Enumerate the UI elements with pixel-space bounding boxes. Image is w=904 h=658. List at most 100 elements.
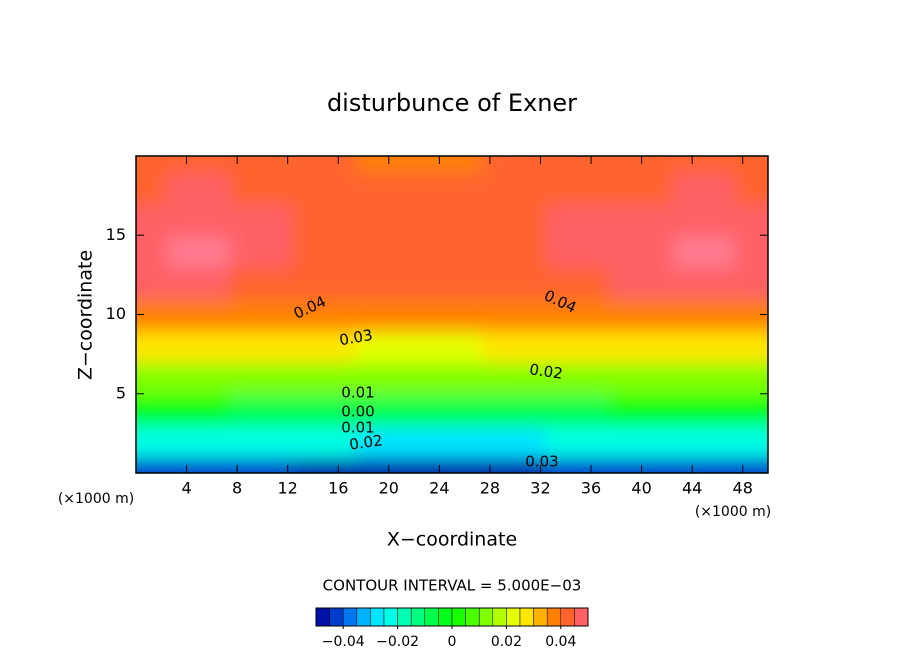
field-cell bbox=[609, 234, 675, 268]
field-cell bbox=[545, 170, 611, 205]
field-cell bbox=[419, 202, 485, 237]
field-cell bbox=[166, 392, 232, 427]
y-tick-label: 5 bbox=[116, 383, 126, 402]
field-cell bbox=[482, 392, 548, 427]
field-cell bbox=[166, 456, 232, 473]
chart-title: disturbunce of Exner bbox=[327, 89, 577, 117]
contour-label: 0.00 bbox=[341, 403, 374, 421]
field-cell bbox=[229, 361, 295, 395]
field-cell bbox=[166, 156, 232, 173]
field-cell bbox=[672, 424, 738, 459]
field-cell bbox=[735, 424, 768, 459]
field-cell bbox=[166, 170, 232, 205]
field-cell bbox=[672, 392, 738, 427]
field-cell bbox=[419, 297, 485, 332]
y-tick-label: 15 bbox=[106, 225, 126, 244]
field-cell bbox=[293, 265, 359, 300]
field-cell bbox=[419, 329, 485, 364]
field-cell bbox=[136, 329, 169, 364]
field-cell bbox=[419, 361, 485, 395]
colorbar-swatch bbox=[370, 607, 385, 627]
field-cell bbox=[609, 361, 675, 395]
field-cell bbox=[166, 202, 232, 237]
colorbar-swatch bbox=[560, 607, 575, 627]
field-cell bbox=[356, 329, 422, 364]
colorbar-tick-label: −0.04 bbox=[322, 634, 365, 650]
colorbar-swatch bbox=[478, 607, 494, 627]
field-cell bbox=[545, 297, 611, 332]
colorbar-swatch bbox=[519, 607, 534, 627]
colorbar-swatch bbox=[397, 607, 412, 627]
y-axis-label: Z−coordinate bbox=[75, 250, 97, 380]
field-cell bbox=[419, 456, 485, 473]
field-cell bbox=[672, 170, 738, 205]
field-cell bbox=[735, 329, 768, 364]
colorbar-swatch bbox=[451, 607, 466, 627]
contour-label: 0.03 bbox=[338, 326, 374, 350]
field-cell bbox=[356, 392, 422, 427]
x-unit: (×1000 m) bbox=[58, 491, 134, 507]
field-cell bbox=[672, 456, 738, 473]
field-cell bbox=[229, 424, 295, 459]
field-cell bbox=[356, 170, 422, 205]
field-cell bbox=[166, 424, 232, 459]
field-cell bbox=[609, 156, 675, 173]
field-cell bbox=[545, 456, 611, 473]
field-cell bbox=[545, 202, 611, 237]
field-cell bbox=[545, 329, 611, 364]
field-cell bbox=[482, 456, 548, 473]
field-cell bbox=[672, 361, 738, 395]
colorbar-tick-label: −0.02 bbox=[376, 634, 419, 650]
colorbar-tick-label: 0.02 bbox=[491, 634, 522, 650]
field-cell bbox=[293, 234, 359, 268]
field-cell bbox=[293, 456, 359, 473]
field-cell bbox=[735, 202, 768, 237]
field-cell bbox=[482, 424, 548, 459]
x-tick-label: 12 bbox=[278, 479, 298, 498]
field-cell bbox=[166, 265, 232, 300]
field-cell bbox=[356, 297, 422, 332]
field-cell bbox=[545, 392, 611, 427]
field-cell bbox=[545, 361, 611, 395]
field-cell bbox=[482, 265, 548, 300]
field-cell bbox=[609, 297, 675, 332]
field-cell bbox=[136, 361, 169, 395]
x-tick-label: 36 bbox=[581, 479, 601, 498]
field-cell bbox=[609, 265, 675, 300]
colorbar-swatch bbox=[506, 607, 521, 627]
field-cell bbox=[545, 234, 611, 268]
field-cell bbox=[672, 329, 738, 364]
field-cell bbox=[609, 424, 675, 459]
contour-label: 0.01 bbox=[341, 384, 374, 402]
x-unit: (×1000 m) bbox=[695, 504, 771, 520]
colorbar-swatch bbox=[438, 607, 453, 627]
field-cell bbox=[735, 392, 768, 427]
field-cell bbox=[293, 170, 359, 205]
field-cell bbox=[672, 202, 738, 237]
field-cell bbox=[735, 170, 768, 205]
field-cell bbox=[419, 392, 485, 427]
field-cell bbox=[672, 265, 738, 300]
field-cell bbox=[229, 329, 295, 364]
field-cell bbox=[419, 265, 485, 300]
x-tick-label: 44 bbox=[682, 479, 702, 498]
field-cell bbox=[293, 202, 359, 237]
field-cell bbox=[482, 170, 548, 205]
colorbar-swatch bbox=[574, 607, 589, 627]
colorbar-swatch bbox=[424, 607, 439, 627]
colorbar-swatch bbox=[533, 607, 548, 627]
colorbar-tick-label: 0 bbox=[448, 634, 457, 650]
field-cell bbox=[136, 265, 169, 300]
field-cell bbox=[136, 234, 169, 268]
field-cell bbox=[229, 234, 295, 268]
field-cell bbox=[229, 170, 295, 205]
field-cell bbox=[735, 156, 768, 173]
colorbar-swatch bbox=[342, 607, 358, 627]
x-tick-label: 20 bbox=[379, 479, 399, 498]
field-cell bbox=[609, 456, 675, 473]
field-cell bbox=[136, 456, 169, 473]
field-cell bbox=[293, 361, 359, 395]
field-cell bbox=[166, 234, 232, 268]
x-tick-label: 40 bbox=[631, 479, 651, 498]
x-tick-label: 16 bbox=[328, 479, 348, 498]
